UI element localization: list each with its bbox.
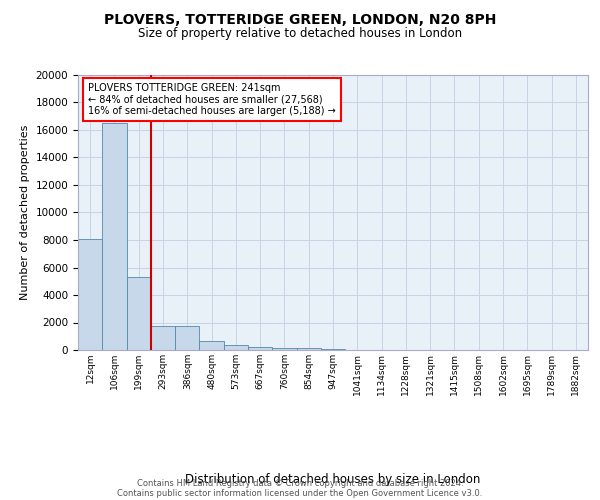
Text: PLOVERS, TOTTERIDGE GREEN, LONDON, N20 8PH: PLOVERS, TOTTERIDGE GREEN, LONDON, N20 8… (104, 12, 496, 26)
Bar (151, 326, 175, 350)
Bar (272, 348, 296, 350)
Bar (175, 326, 199, 350)
Bar (127, 277, 151, 350)
Text: Contains public sector information licensed under the Open Government Licence v3: Contains public sector information licen… (118, 488, 482, 498)
Text: Size of property relative to detached houses in London: Size of property relative to detached ho… (138, 28, 462, 40)
Text: Contains HM Land Registry data © Crown copyright and database right 2024.: Contains HM Land Registry data © Crown c… (137, 478, 463, 488)
Y-axis label: Number of detached properties: Number of detached properties (20, 125, 30, 300)
Bar (102, 123, 127, 350)
Text: Distribution of detached houses by size in London: Distribution of detached houses by size … (185, 472, 481, 486)
Bar (321, 348, 345, 350)
Bar (199, 342, 224, 350)
Bar (248, 347, 272, 350)
Bar (78, 238, 102, 350)
Text: PLOVERS TOTTERIDGE GREEN: 241sqm
← 84% of detached houses are smaller (27,568)
1: PLOVERS TOTTERIDGE GREEN: 241sqm ← 84% o… (88, 83, 336, 116)
Bar (296, 348, 321, 350)
Bar (224, 346, 248, 350)
